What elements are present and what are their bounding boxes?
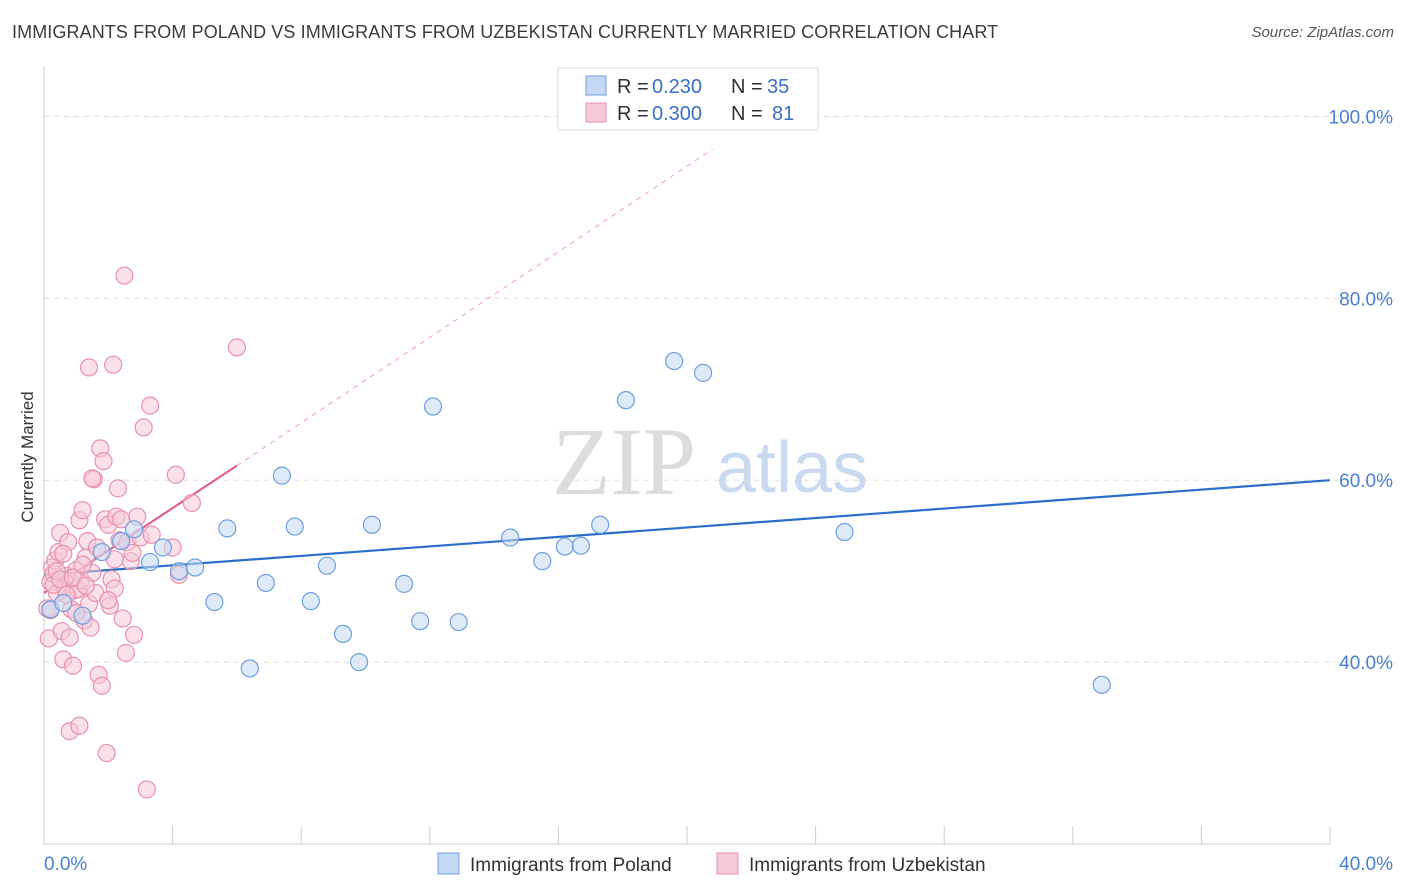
x-tick-label: 0.0% <box>44 854 87 875</box>
y-tick-label: 80.0% <box>1339 289 1393 310</box>
legend-r-label-poland: R = <box>617 76 649 98</box>
data-point <box>240 659 259 678</box>
data-point <box>153 538 173 557</box>
data-point <box>186 558 205 577</box>
data-point <box>70 716 89 735</box>
data-point <box>182 493 201 513</box>
data-point <box>92 542 111 562</box>
legend-n-value-poland: 35 <box>767 76 789 98</box>
stats-legend: R = 0.230 N = 35 R = 0.300 N = 81 <box>557 67 819 131</box>
data-point <box>555 537 574 556</box>
axes <box>43 66 1331 845</box>
data-point <box>97 743 116 763</box>
data-point <box>205 592 224 612</box>
data-point <box>501 528 520 547</box>
data-point <box>63 656 83 675</box>
legend-swatch-poland <box>585 75 607 96</box>
data-point <box>124 625 144 644</box>
data-point <box>411 612 430 631</box>
bottom-legend-swatch-poland <box>437 852 460 875</box>
data-point <box>54 593 73 613</box>
data-point <box>73 606 92 625</box>
watermark-atlas: atlas <box>716 428 868 508</box>
y-tick-label: 60.0% <box>1339 471 1393 492</box>
data-point <box>301 592 320 611</box>
data-point <box>134 418 153 437</box>
data-point <box>317 556 337 575</box>
data-point <box>166 465 185 484</box>
data-point <box>108 479 128 498</box>
data-point <box>423 397 443 416</box>
data-point <box>256 573 275 593</box>
series-legend: Immigrants from Poland Immigrants from U… <box>437 852 986 876</box>
watermark: ZIP atlas <box>552 408 868 515</box>
legend-n-label-poland: N = <box>731 76 763 98</box>
legend-swatch-uzbekistan <box>585 102 607 123</box>
data-point <box>94 451 113 471</box>
data-point <box>394 574 414 593</box>
data-point <box>533 552 552 571</box>
data-point <box>79 358 99 377</box>
legend-n-label-uzbekistan: N = <box>731 103 763 125</box>
y-tick-label: 40.0% <box>1339 653 1393 674</box>
legend-r-value-poland: 0.230 <box>652 76 702 98</box>
data-point <box>99 591 118 610</box>
data-point <box>362 515 382 534</box>
data-point <box>63 568 83 587</box>
data-point <box>142 525 161 544</box>
data-point <box>116 643 136 663</box>
bottom-legend-label-poland: Immigrants from Poland <box>470 855 672 876</box>
data-point <box>218 519 237 538</box>
grid-lines <box>44 115 1395 663</box>
data-point <box>73 555 92 574</box>
legend-r-label-uzbekistan: R = <box>617 103 649 125</box>
data-point <box>123 543 142 563</box>
trend-line-0 <box>43 479 1331 576</box>
chart-title: IMMIGRANTS FROM POLAND VS IMMIGRANTS FRO… <box>12 22 999 42</box>
data-point <box>169 562 189 581</box>
x-tick-labels: 0.0% 40.0% <box>44 854 1393 875</box>
data-point <box>693 363 713 382</box>
data-point <box>1092 675 1111 694</box>
legend-n-value-uzbekistan: 81 <box>772 103 794 125</box>
data-point <box>92 676 111 695</box>
y-tick-labels: 40.0% 60.0% 80.0% 100.0% <box>1329 107 1394 674</box>
data-point <box>112 532 131 551</box>
data-point <box>113 609 132 628</box>
data-point <box>571 536 591 555</box>
data-point <box>835 522 854 542</box>
data-point <box>665 351 684 371</box>
data-point <box>76 576 95 595</box>
y-tick-label: 100.0% <box>1329 107 1394 128</box>
data-point <box>285 517 304 536</box>
data-point <box>449 612 468 632</box>
data-point <box>73 501 92 520</box>
data-point <box>115 266 134 285</box>
data-point <box>83 469 102 488</box>
chart-source: Source: ZipAtlas.com <box>1251 24 1394 41</box>
data-point <box>333 624 353 644</box>
data-point <box>140 552 160 572</box>
data-point <box>272 466 292 485</box>
trend-lines <box>43 148 1331 594</box>
data-point <box>54 544 73 563</box>
data-point <box>227 338 246 357</box>
bottom-legend-label-uzbekistan: Immigrants from Uzbekistan <box>749 855 986 876</box>
x-tick-label: 40.0% <box>1339 854 1393 875</box>
data-points <box>38 266 1111 799</box>
watermark-zip: ZIP <box>552 408 696 515</box>
data-point <box>140 396 160 415</box>
legend-r-value-uzbekistan: 0.300 <box>652 103 702 125</box>
data-point <box>104 355 123 374</box>
data-point <box>591 515 610 534</box>
data-point <box>124 520 144 539</box>
y-axis-title: Currently Married <box>18 391 37 522</box>
bottom-legend-swatch-uzbekistan <box>716 852 739 875</box>
data-point <box>349 652 369 672</box>
data-point <box>137 780 156 799</box>
data-point <box>616 391 636 410</box>
data-point <box>60 628 79 647</box>
